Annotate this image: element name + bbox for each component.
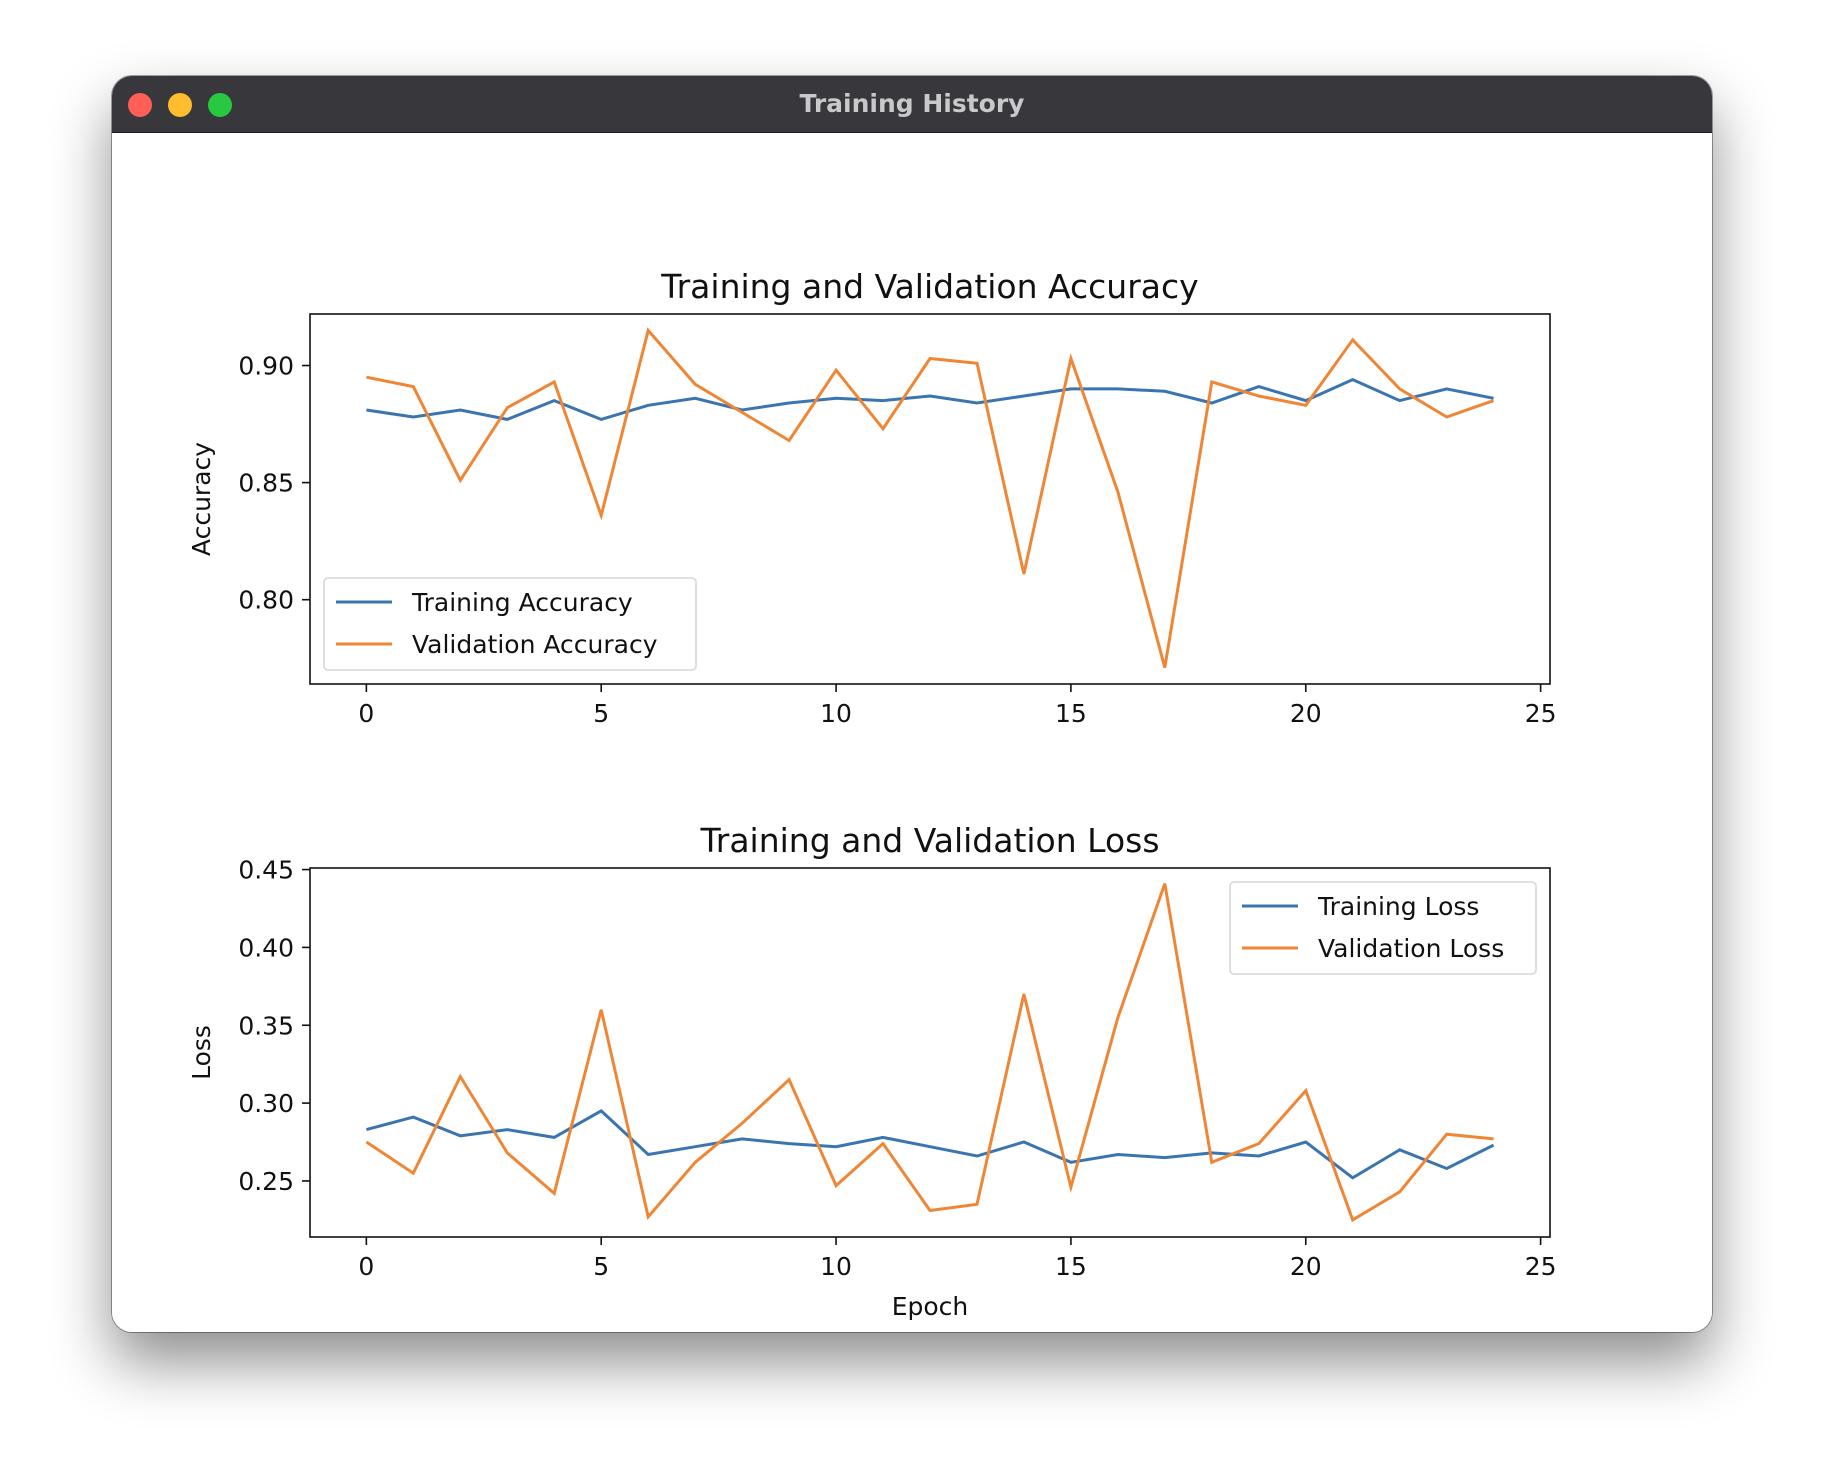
accuracy-ytick-label: 0.80	[238, 586, 294, 615]
accuracy-chart-title: Training and Validation Accuracy	[660, 267, 1198, 306]
loss-legend-label: Training Loss	[1317, 892, 1479, 921]
loss-xtick-label: 10	[820, 1252, 852, 1281]
accuracy-xtick-label: 0	[358, 699, 374, 728]
loss-xtick-label: 20	[1290, 1252, 1322, 1281]
figure-canvas: Training and Validation Accuracy 0 5 10 15 20…	[112, 133, 1712, 1332]
accuracy-y-axis-label: Accuracy	[187, 442, 216, 556]
accuracy-legend-label: Training Accuracy	[411, 588, 633, 617]
accuracy-ytick-label: 0.85	[238, 469, 294, 498]
accuracy-plot-frame	[309, 313, 1551, 685]
zoom-button[interactable]	[208, 93, 232, 117]
accuracy-series-line-training	[366, 377, 1494, 421]
app-window: Training History Training and Validation…	[112, 76, 1712, 1332]
loss-chart-title: Training and Validation Loss	[699, 821, 1159, 860]
accuracy-ytick-label: 0.90	[238, 352, 294, 381]
accuracy-xtick-label: 20	[1290, 699, 1322, 728]
accuracy-series-line-validation	[366, 327, 1495, 668]
loss-legend-label: Validation Loss	[1318, 934, 1504, 963]
loss-ytick-label: 0.45	[238, 856, 294, 885]
loss-xtick-label: 5	[593, 1252, 609, 1281]
accuracy-xtick-label: 5	[593, 699, 609, 728]
loss-ytick-label: 0.35	[238, 1011, 294, 1040]
loss-x-axis-label: Epoch	[892, 1292, 969, 1321]
loss-legend-box	[1229, 881, 1537, 975]
loss-xtick-label: 0	[358, 1252, 374, 1281]
accuracy-legend-box	[323, 577, 697, 671]
loss-ytick-label: 0.30	[238, 1089, 294, 1118]
figure-svg: Training and Validation Accuracy 0 5 10 15 20…	[187, 267, 1557, 1321]
accuracy-legend-label: Validation Accuracy	[412, 630, 658, 659]
loss-ytick-label: 0.25	[238, 1167, 294, 1196]
loss-plot-frame	[309, 867, 1551, 1238]
window-title: Training History	[799, 89, 1025, 118]
loss-ytick-label: 0.40	[238, 933, 294, 962]
accuracy-xtick-label: 15	[1055, 699, 1087, 728]
accuracy-xtick-label: 10	[820, 699, 852, 728]
loss-y-axis-label: Loss	[187, 1025, 216, 1080]
loss-xtick-label: 25	[1525, 1252, 1557, 1281]
loss-series-line-training	[366, 1109, 1495, 1180]
accuracy-xtick-label: 25	[1525, 699, 1557, 728]
loss-xtick-label: 15	[1055, 1252, 1087, 1281]
title-bar[interactable]: Training History	[112, 76, 1712, 133]
minimize-button[interactable]	[168, 93, 192, 117]
close-button[interactable]	[128, 93, 152, 117]
loss-series-line-validation	[365, 883, 1494, 1223]
